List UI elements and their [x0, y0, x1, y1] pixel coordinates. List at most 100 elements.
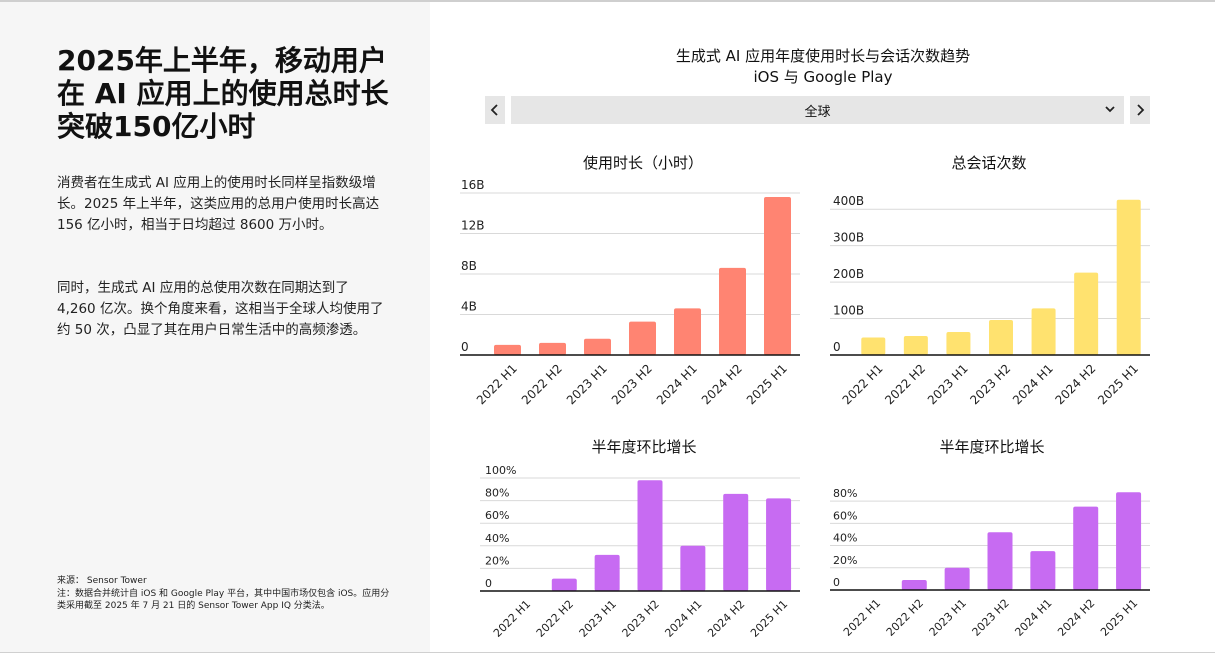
body-paragraph-2: 同时，生成式 AI 应用的总使用次数在同期达到了 4,260 亿次。换个角度来看… [57, 280, 384, 338]
bar [987, 532, 1013, 590]
x-tick-label: 2024 H1 [654, 361, 700, 407]
bar [1030, 551, 1056, 590]
x-tick-label: 2024 H2 [699, 361, 745, 407]
bar [629, 321, 656, 355]
y-tick-label: 80% [833, 487, 857, 500]
bar [766, 498, 792, 591]
x-tick-label: 2024 H2 [1053, 361, 1099, 407]
y-tick-label: 60% [833, 509, 857, 522]
y-tick-label: 0 [833, 576, 840, 589]
dashboard-title-line-1: 生成式 AI 应用年度使用时长与会话次数趋势 [675, 47, 971, 65]
x-tick-label: 2023 H1 [577, 598, 619, 640]
bar [539, 342, 566, 355]
x-tick-label: 2024 H1 [1010, 361, 1056, 407]
bar [551, 578, 577, 591]
bar [680, 545, 706, 591]
x-tick-label: 2025 H1 [748, 598, 790, 640]
y-tick-label: 300B [833, 231, 864, 245]
chevron-left-icon [490, 104, 498, 116]
y-tick-label: 12B [461, 219, 485, 233]
y-tick-label: 20% [485, 554, 509, 567]
x-tick-label: 2024 H2 [705, 598, 747, 640]
y-tick-label: 40% [833, 532, 857, 545]
y-tick-label: 0 [833, 340, 841, 354]
x-tick-label: 2023 H2 [620, 598, 662, 640]
headline-line: 突破150亿小时 [57, 110, 256, 143]
x-tick-label: 2022 H1 [840, 361, 886, 407]
bar [944, 567, 970, 590]
prev-button[interactable] [485, 96, 505, 124]
x-tick-label: 2023 H2 [970, 597, 1012, 639]
bar [719, 267, 746, 355]
y-tick-label: 0 [461, 340, 469, 354]
bar [1116, 492, 1142, 590]
source-footnote: 注：数据合并统计自 iOS 和 Google Play 平台，其中中国市场仅包含… [57, 588, 390, 612]
x-tick-label: 2022 H2 [534, 598, 576, 640]
bar [584, 338, 611, 355]
y-tick-label: 100% [485, 464, 516, 477]
y-tick-label: 60% [485, 509, 509, 522]
x-tick-label: 2023 H1 [564, 361, 610, 407]
y-tick-label: 80% [485, 487, 509, 500]
top-divider [0, 0, 1215, 2]
bar [1073, 506, 1099, 590]
x-tick-label: 2025 H1 [1095, 361, 1141, 407]
x-tick-label: 2024 H2 [1055, 597, 1097, 639]
x-tick-label: 2024 H1 [662, 598, 704, 640]
x-tick-label: 2024 H1 [1012, 597, 1054, 639]
bar [674, 308, 701, 355]
chart-title-sessions: 总会话次数 [951, 154, 1027, 172]
x-tick-label: 2023 H2 [609, 361, 655, 407]
chart-title-usage-hours: 使用时长（小时） [582, 154, 703, 172]
y-tick-label: 4B [461, 300, 477, 314]
sessions-growth-chart: 0 20% 40% 60% 80% 2022 H1 2022 H2 2023 H1 2023 H… [830, 487, 1150, 639]
y-tick-label: 400B [833, 194, 864, 208]
x-tick-label: 2022 H2 [519, 361, 565, 407]
bar [1116, 199, 1141, 355]
x-tick-label: 2022 H1 [474, 361, 520, 407]
y-tick-label: 40% [485, 532, 509, 545]
bottom-divider [0, 652, 1215, 653]
y-tick-label: 8B [461, 259, 477, 273]
bar [903, 336, 928, 355]
x-tick-label: 2022 H1 [841, 597, 883, 639]
x-tick-label: 2022 H2 [884, 597, 926, 639]
y-tick-label: 0 [485, 577, 492, 590]
y-tick-label: 20% [833, 554, 857, 567]
region-select-value: 全球 [804, 105, 831, 120]
bar [861, 337, 886, 355]
bar [1031, 308, 1056, 355]
bar [637, 480, 663, 591]
usage-growth-chart: 020%40%60%80%100%2022 H1 2022 H2 2023 H1 20… [480, 464, 800, 640]
y-tick-label: 100B [833, 304, 864, 318]
chart-title-usage-growth: 半年度环比增长 [591, 438, 697, 456]
dashboard-title: 生成式 AI 应用年度使用时长与会话次数趋势 iOS 与 Google Play [470, 46, 1176, 88]
x-tick-label: 2023 H2 [967, 361, 1013, 407]
chart-title-sessions-growth: 半年度环比增长 [939, 438, 1045, 456]
x-tick-label: 2022 H1 [491, 598, 533, 640]
x-tick-label: 2023 H1 [927, 597, 969, 639]
headline-line: 2025年上半年，移动用户 [57, 44, 387, 77]
chevron-right-icon [1137, 104, 1145, 116]
bar [764, 197, 791, 355]
chevron-down-icon [1105, 106, 1115, 113]
next-button[interactable] [1130, 96, 1150, 124]
source-note: 来源： Sensor Tower 注：数据合并统计自 iOS 和 Google … [57, 575, 392, 613]
page-headline: 2025年上半年，移动用户 在 AI 应用上的使用总时长 突破150亿小时 [57, 44, 407, 143]
y-tick-label: 200B [833, 267, 864, 281]
y-tick-label: 16B [461, 178, 485, 192]
body-paragraph-1: 消费者在生成式 AI 应用上的使用时长同样呈指数级增长。2025 年上半年，这类… [57, 175, 380, 233]
bar [723, 493, 749, 591]
bar [1074, 272, 1099, 355]
bar [946, 332, 971, 355]
bar [494, 344, 521, 355]
headline-line: 在 AI 应用上的使用总时长 [57, 77, 389, 110]
x-tick-label: 2022 H2 [882, 361, 928, 407]
bar [594, 554, 620, 591]
region-select[interactable]: 全球 [511, 96, 1124, 124]
text-panel [0, 2, 430, 652]
x-tick-label: 2023 H1 [925, 361, 971, 407]
x-tick-label: 2025 H1 [744, 361, 790, 407]
